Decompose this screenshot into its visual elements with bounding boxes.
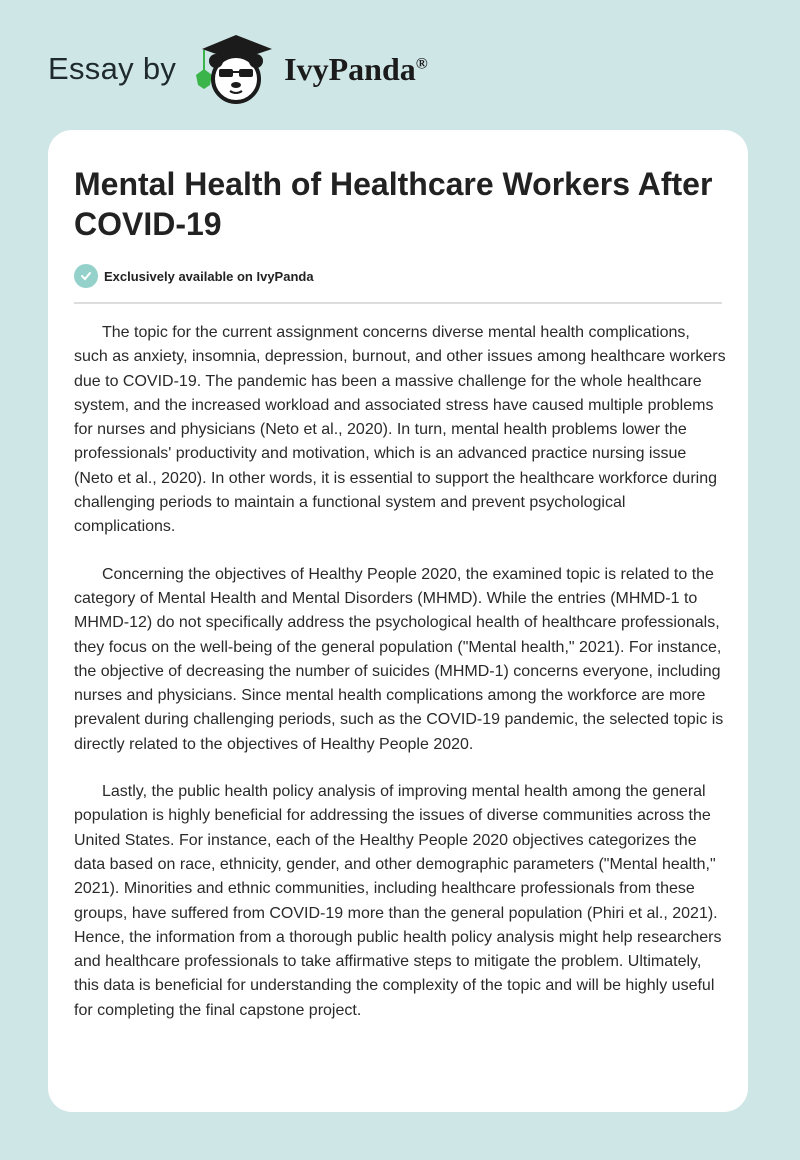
check-circle-icon (74, 264, 98, 288)
registered-mark: ® (415, 54, 428, 72)
site-header: Essay by IvyPanda® (48, 34, 428, 104)
ivypanda-logo-icon[interactable] (192, 33, 280, 105)
page-title: Mental Health of Healthcare Workers Afte… (74, 166, 713, 242)
badge-label: Exclusively available on IvyPanda (104, 268, 314, 284)
paragraph: Concerning the objectives of Healthy Peo… (74, 565, 724, 753)
essay-card: Mental Health of Healthcare Workers Afte… (48, 130, 748, 1112)
divider (74, 302, 722, 304)
essay-by-label: Essay by (48, 51, 177, 86)
essay-body: The topic for the current assignment con… (74, 321, 726, 1046)
paragraph: The topic for the current assignment con… (74, 324, 726, 536)
brand-name: IvyPanda® (284, 51, 428, 88)
brand-text: IvyPanda (284, 50, 416, 87)
paragraph: Lastly, the public health policy analysi… (74, 783, 722, 1019)
exclusive-badge: Exclusively available on IvyPanda (74, 264, 314, 288)
